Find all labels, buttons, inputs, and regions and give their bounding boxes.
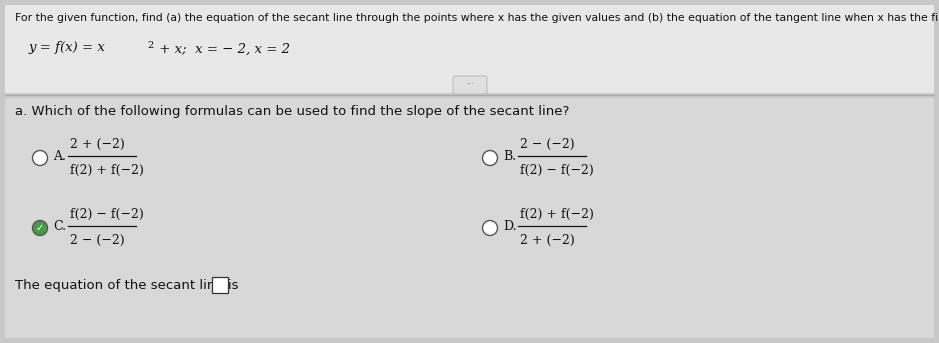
Text: 2 + (−2): 2 + (−2) bbox=[70, 138, 125, 151]
Text: The equation of the secant line is: The equation of the secant line is bbox=[15, 279, 239, 292]
Text: D.: D. bbox=[503, 220, 516, 233]
Text: a. Which of the following formulas can be used to find the slope of the secant l: a. Which of the following formulas can b… bbox=[15, 105, 569, 118]
Text: + x;  x = − 2, x = 2: + x; x = − 2, x = 2 bbox=[155, 43, 290, 56]
Text: f(2) + f(−2): f(2) + f(−2) bbox=[70, 164, 144, 177]
Text: f(2) + f(−2): f(2) + f(−2) bbox=[520, 208, 593, 221]
Text: f(2) − f(−2): f(2) − f(−2) bbox=[520, 164, 593, 177]
Text: B.: B. bbox=[503, 150, 516, 163]
Circle shape bbox=[483, 151, 498, 166]
Text: f(2) − f(−2): f(2) − f(−2) bbox=[70, 208, 144, 221]
Text: For the given function, find (a) the equation of the secant line through the poi: For the given function, find (a) the equ… bbox=[15, 13, 939, 23]
Text: 2 − (−2): 2 − (−2) bbox=[70, 234, 125, 247]
FancyBboxPatch shape bbox=[212, 277, 228, 293]
FancyBboxPatch shape bbox=[453, 76, 487, 94]
Text: 2 + (−2): 2 + (−2) bbox=[520, 234, 575, 247]
Text: y = f(x) = x: y = f(x) = x bbox=[28, 41, 105, 54]
Text: 2: 2 bbox=[147, 41, 153, 50]
Circle shape bbox=[33, 151, 48, 166]
Text: C.: C. bbox=[53, 220, 66, 233]
Text: ✓: ✓ bbox=[36, 223, 44, 233]
FancyBboxPatch shape bbox=[5, 5, 934, 93]
Text: ···: ··· bbox=[466, 81, 474, 90]
FancyBboxPatch shape bbox=[5, 98, 934, 338]
Circle shape bbox=[33, 221, 48, 236]
Text: 2 − (−2): 2 − (−2) bbox=[520, 138, 575, 151]
Text: A.: A. bbox=[53, 150, 66, 163]
Circle shape bbox=[483, 221, 498, 236]
